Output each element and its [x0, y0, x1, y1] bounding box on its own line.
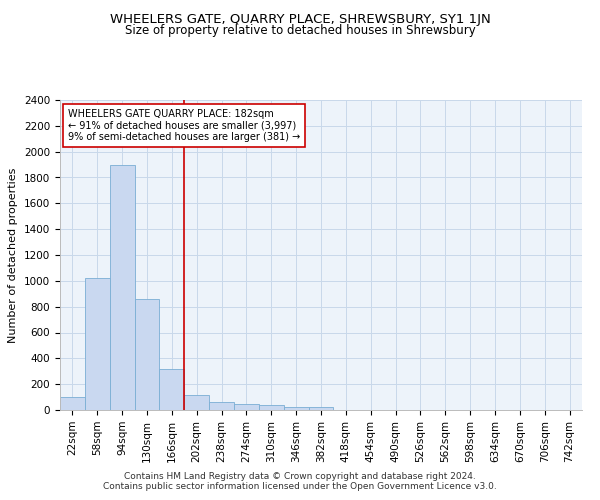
Bar	[184, 394, 209, 410]
Bar	[110, 164, 134, 410]
Bar	[134, 299, 160, 410]
Text: Size of property relative to detached houses in Shrewsbury: Size of property relative to detached ho…	[125, 24, 475, 37]
Bar	[160, 368, 184, 410]
Text: WHEELERS GATE, QUARRY PLACE, SHREWSBURY, SY1 1JN: WHEELERS GATE, QUARRY PLACE, SHREWSBURY,…	[110, 12, 490, 26]
Bar	[308, 408, 334, 410]
Text: WHEELERS GATE QUARRY PLACE: 182sqm
← 91% of detached houses are smaller (3,997)
: WHEELERS GATE QUARRY PLACE: 182sqm ← 91%…	[68, 110, 300, 142]
Bar	[259, 405, 284, 410]
Bar	[60, 397, 85, 410]
Bar	[209, 402, 234, 410]
Bar	[234, 404, 259, 410]
Bar	[85, 278, 110, 410]
Bar	[284, 407, 308, 410]
Y-axis label: Number of detached properties: Number of detached properties	[8, 168, 19, 342]
Text: Contains HM Land Registry data © Crown copyright and database right 2024.
Contai: Contains HM Land Registry data © Crown c…	[103, 472, 497, 491]
